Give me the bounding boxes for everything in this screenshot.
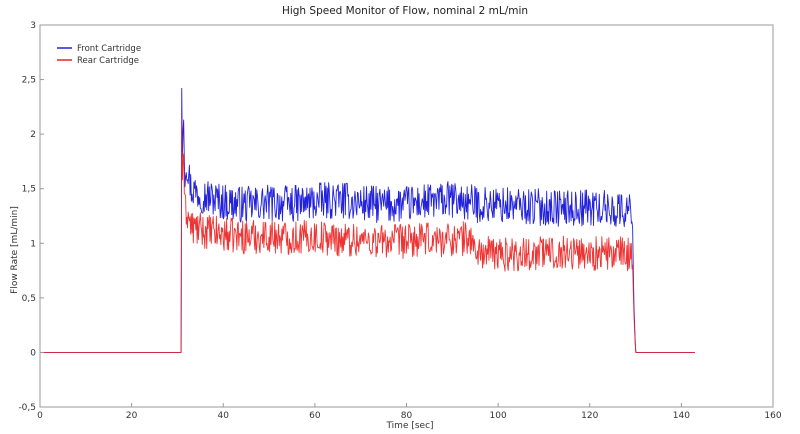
x-tick-label: 40 [218,411,230,421]
x-tick-label: 0 [37,411,43,421]
series-line-rear-cartridge [40,118,695,353]
y-axis-label: Flow Rate [mL/min] [10,206,20,294]
y-tick-label: 1 [30,239,36,249]
x-tick-label: 20 [126,411,138,421]
y-tick-label: 2,5 [22,76,36,86]
legend-label: Front Cartridge [77,44,141,54]
x-tick-label: 160 [764,411,781,421]
x-tick-label: 140 [673,411,690,421]
y-tick-label: 2 [30,130,36,140]
x-axis: 0 20 40 60 80 100 120 140 160 [37,403,782,421]
plot-area [40,87,695,353]
x-tick-label: 120 [581,411,598,421]
y-tick-label: 0,5 [22,294,36,304]
x-tick-label: 60 [309,411,321,421]
y-axis: -0,5 0 0,5 1 1,5 2 2,5 3 [18,21,44,413]
x-tick-label: 80 [401,411,413,421]
x-tick-label: 100 [490,411,507,421]
x-axis-label: Time [sec] [385,421,433,431]
series-line-front-cartridge [40,87,695,353]
plot-frame [39,24,774,408]
legend: Front Cartridge Rear Cartridge [57,44,141,66]
y-tick-label: -0,5 [18,403,36,413]
legend-label: Rear Cartridge [77,56,139,66]
y-tick-label: 3 [30,21,36,31]
y-tick-label: 0 [30,348,36,358]
chart-title: High Speed Monitor of Flow, nominal 2 mL… [282,5,528,17]
y-tick-label: 1,5 [22,185,36,195]
